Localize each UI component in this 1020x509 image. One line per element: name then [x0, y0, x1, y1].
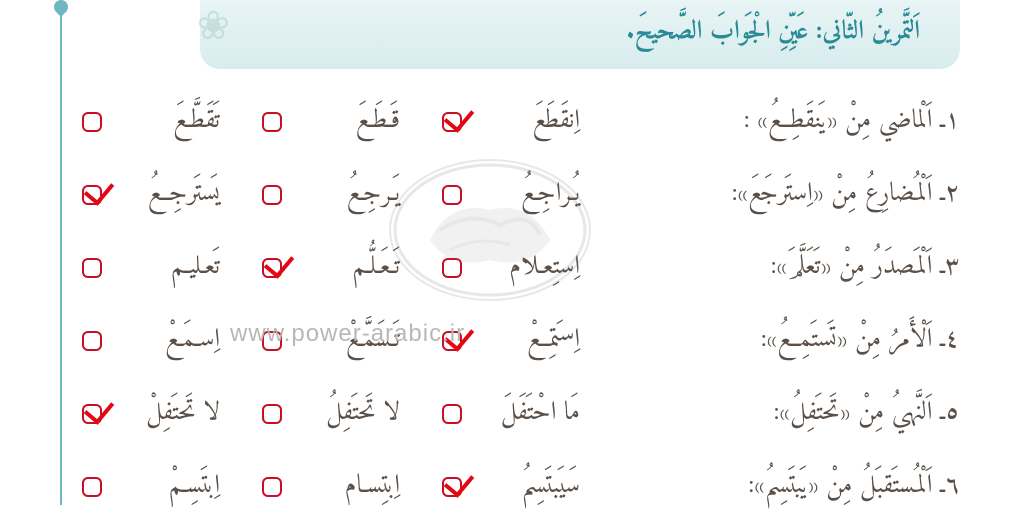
checkbox-icon[interactable] [262, 185, 282, 205]
option-text: تَـعَـلُّـم [290, 245, 400, 290]
checkbox-checked-icon[interactable] [442, 477, 462, 497]
option-group: اِسـمَـعْ [40, 318, 220, 363]
checkbox-icon[interactable] [82, 477, 102, 497]
question-row: ١ـ اَلْماضي مِنْ «يَنقَطِعُ» :اِنقَطَعَ ق… [80, 99, 960, 144]
option-text: اِبتَسِـمْ [110, 464, 220, 509]
checkbox-icon[interactable] [442, 185, 462, 205]
option-group: مَا احْتَفَلَ [400, 391, 580, 436]
question-row: ٦ـ اَلْمُستَقبَلُ مِنْ «يَبتَسِمُ»:سَيَب… [80, 464, 960, 509]
option-text: قَـطَـعَ [290, 99, 400, 144]
checkbox-icon[interactable] [82, 331, 102, 351]
question-text: ٤ـ اَلْأَمرُ مِنْ «تَستَمِعُ»: [580, 318, 960, 363]
question-text: ٢ـ اَلْمُضارِعُ مِنْ «اِستَرجَعَ»: [580, 172, 960, 217]
option-text: اِبتِسـام [290, 464, 400, 509]
option-group: تَعـليـم [40, 245, 220, 290]
option-group: اِستِعـلام [400, 245, 580, 290]
option-group: تَـعَـلُّـم [220, 245, 400, 290]
option-group: اِبتَسِـمْ [40, 464, 220, 509]
left-decorative-border [60, 0, 62, 505]
option-group: اِنقَطَعَ [400, 99, 580, 144]
option-group: لا تَحتَفِلُ [220, 391, 400, 436]
option-group: تَقَطَّـعَ [40, 99, 220, 144]
option-group: سَيَبتَسِمُ [400, 464, 580, 509]
questions-container: ١ـ اَلْماضي مِنْ «يَنقَطِعُ» :اِنقَطَعَ ق… [0, 69, 1020, 509]
question-text: ٦ـ اَلْمُستَقبَلُ مِنْ «يَبتَسِمُ»: [580, 464, 960, 509]
option-text: تَعـليـم [110, 245, 220, 290]
option-text: اِستَمِعْ [470, 318, 580, 363]
option-text: سَيَبتَسِمُ [470, 464, 580, 509]
question-text: ٥ـ اَلنَّهيُ مِنْ «تَحتَفِلُ»: [580, 391, 960, 436]
exercise-header: ❀ اَلتَّمرينُ الثّاني: عَيِّنِ الْجَوابَ… [200, 0, 960, 69]
option-text: لا تَحتَفِلْ [110, 391, 220, 436]
question-text: ٣ـ اَلْمَصدَرُ مِنْ «تَعَلَّمَ»: [580, 245, 960, 290]
checkbox-icon[interactable] [262, 331, 282, 351]
option-group: قَـطَـعَ [220, 99, 400, 144]
checkbox-checked-icon[interactable] [82, 404, 102, 424]
question-row: ٤ـ اَلْأَمرُ مِنْ «تَستَمِعُ»:اِستَمِعْ ت… [80, 318, 960, 363]
question-row: ٣ـ اَلْمَصدَرُ مِنْ «تَعَلَّمَ»:اِستِعـل… [80, 245, 960, 290]
checkbox-checked-icon[interactable] [82, 185, 102, 205]
option-text: مَا احْتَفَلَ [470, 391, 580, 436]
option-text: تَـسَمَّـعْ [290, 318, 400, 363]
option-text: اِنقَطَعَ [470, 99, 580, 144]
floral-ornament-icon: ❀ [170, 0, 230, 45]
checkbox-icon[interactable] [442, 258, 462, 278]
option-text: يَـرجِـعُ [290, 172, 400, 217]
checkbox-icon[interactable] [262, 477, 282, 497]
option-group: اِستَمِعْ [400, 318, 580, 363]
option-text: يَستَرجِعُ [110, 172, 220, 217]
option-text: اِسـمَـعْ [110, 318, 220, 363]
option-text: تَقَطَّـعَ [110, 99, 220, 144]
checkbox-icon[interactable] [442, 404, 462, 424]
option-group: تَـسَمَّـعْ [220, 318, 400, 363]
option-group: يَستَرجِعُ [40, 172, 220, 217]
option-text: لا تَحتَفِلُ [290, 391, 400, 436]
option-group: اِبتِسـام [220, 464, 400, 509]
checkbox-icon[interactable] [262, 404, 282, 424]
checkbox-checked-icon[interactable] [442, 112, 462, 132]
option-text: يُـراجِـعُ [470, 172, 580, 217]
checkbox-checked-icon[interactable] [262, 258, 282, 278]
option-group: يَـرجِـعُ [220, 172, 400, 217]
option-group: يُـراجِـعُ [400, 172, 580, 217]
checkbox-checked-icon[interactable] [442, 331, 462, 351]
question-row: ٢ـ اَلْمُضارِعُ مِنْ «اِستَرجَعَ»:يُـراج… [80, 172, 960, 217]
checkbox-icon[interactable] [82, 258, 102, 278]
exercise-title: اَلتَّمرينُ الثّاني: عَيِّنِ الْجَوابَ ا… [240, 10, 920, 55]
checkbox-icon[interactable] [262, 112, 282, 132]
option-group: لا تَحتَفِلْ [40, 391, 220, 436]
question-row: ٥ـ اَلنَّهيُ مِنْ «تَحتَفِلُ»:مَا احْتَف… [80, 391, 960, 436]
question-text: ١ـ اَلْماضي مِنْ «يَنقَطِعُ» : [580, 99, 960, 144]
checkbox-icon[interactable] [82, 112, 102, 132]
option-text: اِستِعـلام [470, 245, 580, 290]
